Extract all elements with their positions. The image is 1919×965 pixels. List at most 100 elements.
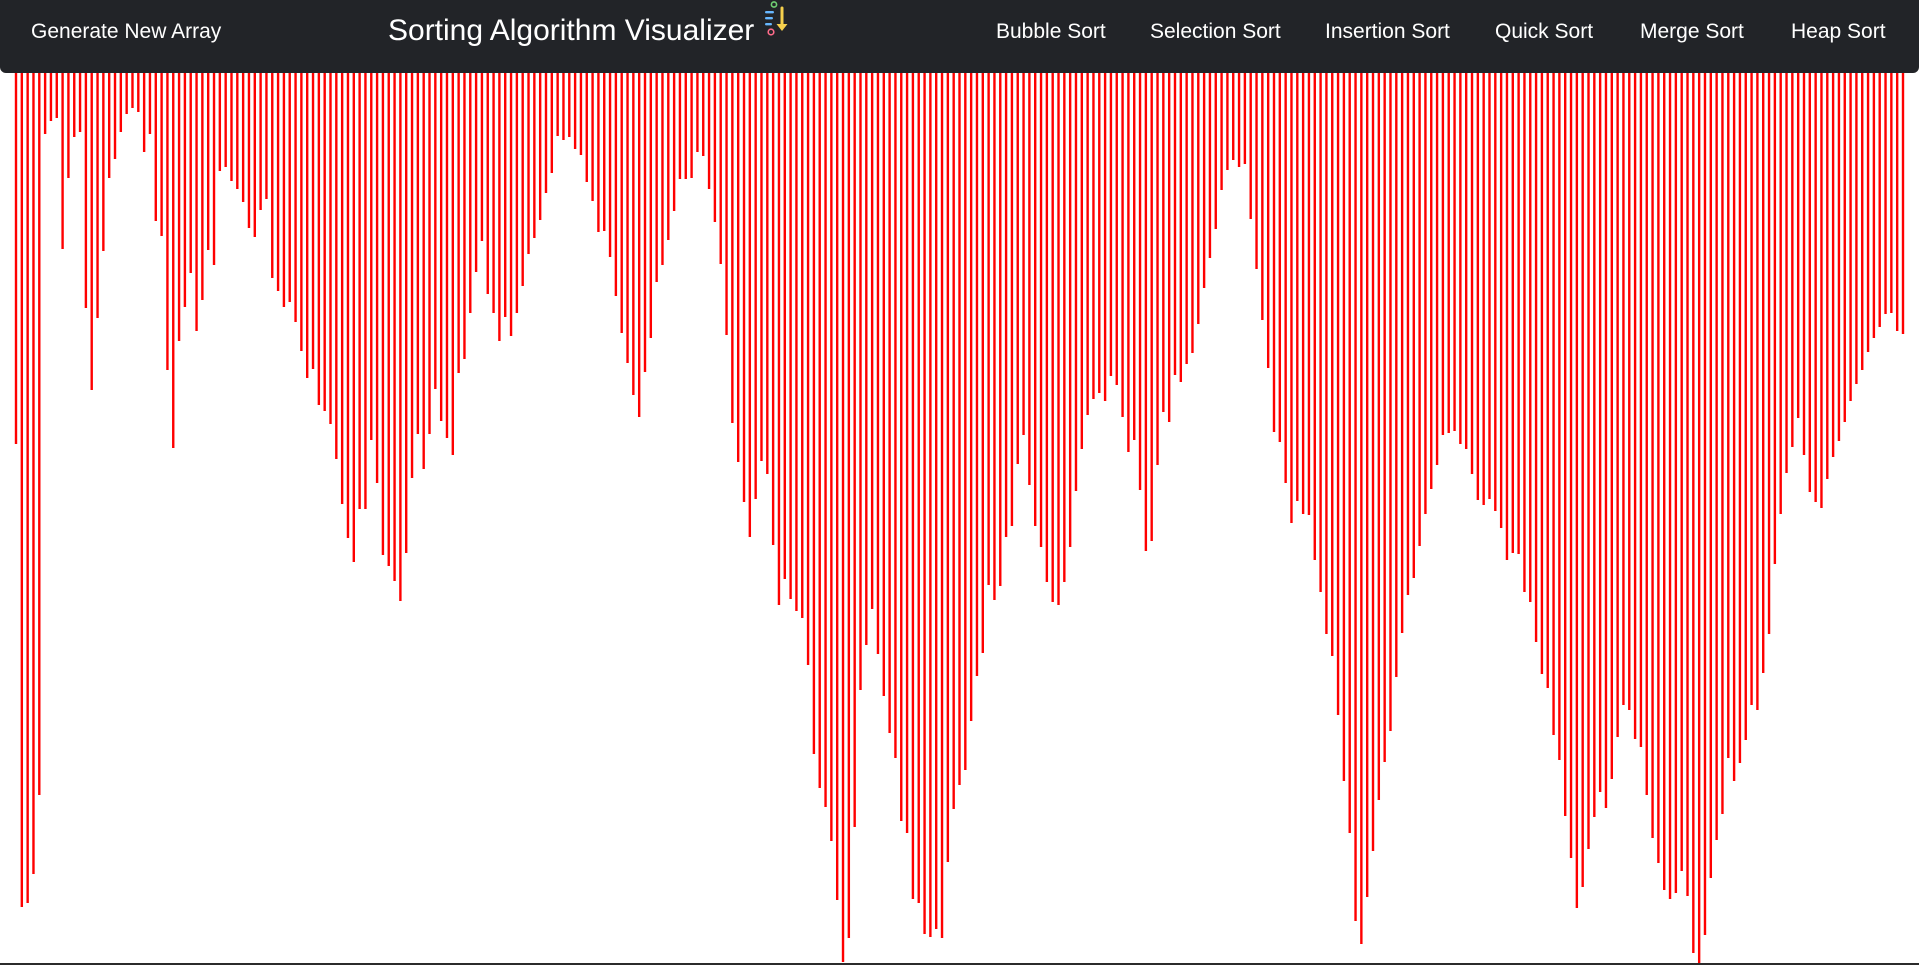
array-bar xyxy=(1272,60,1276,432)
array-bar xyxy=(742,60,746,502)
array-bar xyxy=(1581,60,1584,887)
array-bar xyxy=(562,60,565,140)
array-bar xyxy=(1453,60,1456,431)
array-bar xyxy=(1645,60,1648,795)
array-bar xyxy=(1616,60,1619,737)
array-bar xyxy=(952,60,955,809)
array-bar xyxy=(1558,60,1561,760)
array-bar xyxy=(387,60,390,566)
array-bar xyxy=(527,60,530,254)
array-bar xyxy=(1435,60,1439,465)
array-bar xyxy=(399,60,402,601)
array-bar xyxy=(1459,60,1462,444)
selection-sort-link[interactable]: Selection Sort xyxy=(1150,20,1281,43)
array-bar xyxy=(154,60,157,221)
array-bar xyxy=(1802,60,1806,455)
heap-sort-link[interactable]: Heap Sort xyxy=(1791,20,1886,43)
array-bar xyxy=(1820,60,1823,508)
array-bar xyxy=(1412,60,1415,578)
array-bar xyxy=(1313,60,1316,560)
array-bar xyxy=(888,60,891,733)
merge-sort-link[interactable]: Merge Sort xyxy=(1640,20,1744,43)
bubble-sort-link[interactable]: Bubble Sort xyxy=(996,20,1106,43)
array-bar xyxy=(1523,60,1526,592)
array-bar xyxy=(1162,60,1165,412)
array-bar xyxy=(410,60,414,478)
insertion-sort-link[interactable]: Insertion Sort xyxy=(1325,20,1450,43)
array-bar xyxy=(1138,60,1142,490)
array-bar xyxy=(713,60,717,222)
array-bar xyxy=(783,60,786,579)
array-bar xyxy=(230,60,233,181)
array-bar xyxy=(38,60,41,795)
array-bar xyxy=(1365,60,1369,897)
array-bar xyxy=(1895,60,1899,331)
array-bar xyxy=(1039,60,1043,547)
array-bar xyxy=(1377,60,1381,800)
array-bar xyxy=(480,60,484,241)
array-bar xyxy=(1697,60,1701,965)
array-bar xyxy=(32,60,35,874)
array-bar xyxy=(1808,60,1812,492)
array-bar xyxy=(538,60,542,220)
array-bar xyxy=(603,60,606,231)
array-bar xyxy=(690,60,693,178)
quick-sort-link[interactable]: Quick Sort xyxy=(1495,20,1594,43)
array-bar xyxy=(1371,60,1375,851)
array-bar xyxy=(556,60,559,136)
array-bar xyxy=(1325,60,1328,634)
array-bar xyxy=(1680,60,1683,871)
array-bar xyxy=(1447,60,1450,433)
array-bar xyxy=(1214,60,1217,229)
app-title: Sorting Algorithm Visualizer xyxy=(388,0,790,64)
array-bar xyxy=(439,60,443,421)
array-bar xyxy=(457,60,460,373)
array-bar xyxy=(1569,60,1573,858)
array-bar xyxy=(614,60,618,296)
array-bar xyxy=(469,60,472,313)
array-bar xyxy=(841,60,845,962)
array-bar xyxy=(637,60,641,417)
array-bar xyxy=(206,60,210,250)
array-bar xyxy=(1861,60,1864,370)
array-bar xyxy=(1767,60,1771,634)
array-bar xyxy=(946,60,950,862)
array-bar xyxy=(964,60,967,770)
array-bar xyxy=(317,60,321,405)
array-bar xyxy=(1470,60,1474,474)
array-bar xyxy=(364,60,367,509)
array-bar xyxy=(1639,60,1643,747)
array-bar xyxy=(451,60,455,455)
array-bar xyxy=(1843,60,1846,422)
array-bar xyxy=(1173,60,1177,375)
array-bar xyxy=(812,60,816,754)
array-bar xyxy=(14,60,18,444)
divider xyxy=(0,963,1919,965)
array-bar xyxy=(923,60,926,934)
array-bar xyxy=(1663,60,1666,890)
sort-descending-icon xyxy=(764,0,790,60)
array-bar xyxy=(1762,60,1765,673)
array-bar xyxy=(1057,60,1060,605)
array-bar xyxy=(1826,60,1829,479)
array-bar xyxy=(830,60,833,841)
array-bar xyxy=(1191,60,1194,353)
array-bar xyxy=(1103,60,1107,401)
array-bar xyxy=(509,60,513,336)
array-bar xyxy=(1109,60,1113,376)
array-bar xyxy=(1796,60,1800,418)
array-bar xyxy=(1336,60,1340,715)
generate-new-array-button[interactable]: Generate New Array xyxy=(31,20,222,43)
array-bar xyxy=(358,60,361,509)
array-bar xyxy=(370,60,373,440)
array-bar xyxy=(1232,60,1235,160)
array-bar xyxy=(1133,60,1136,440)
array-bar xyxy=(1721,60,1724,814)
array-bar xyxy=(311,60,315,369)
array-bar xyxy=(1703,60,1707,935)
array-bar xyxy=(550,60,554,173)
array-bar xyxy=(865,60,868,645)
array-bar xyxy=(1546,60,1549,688)
array-bar xyxy=(1511,60,1514,553)
